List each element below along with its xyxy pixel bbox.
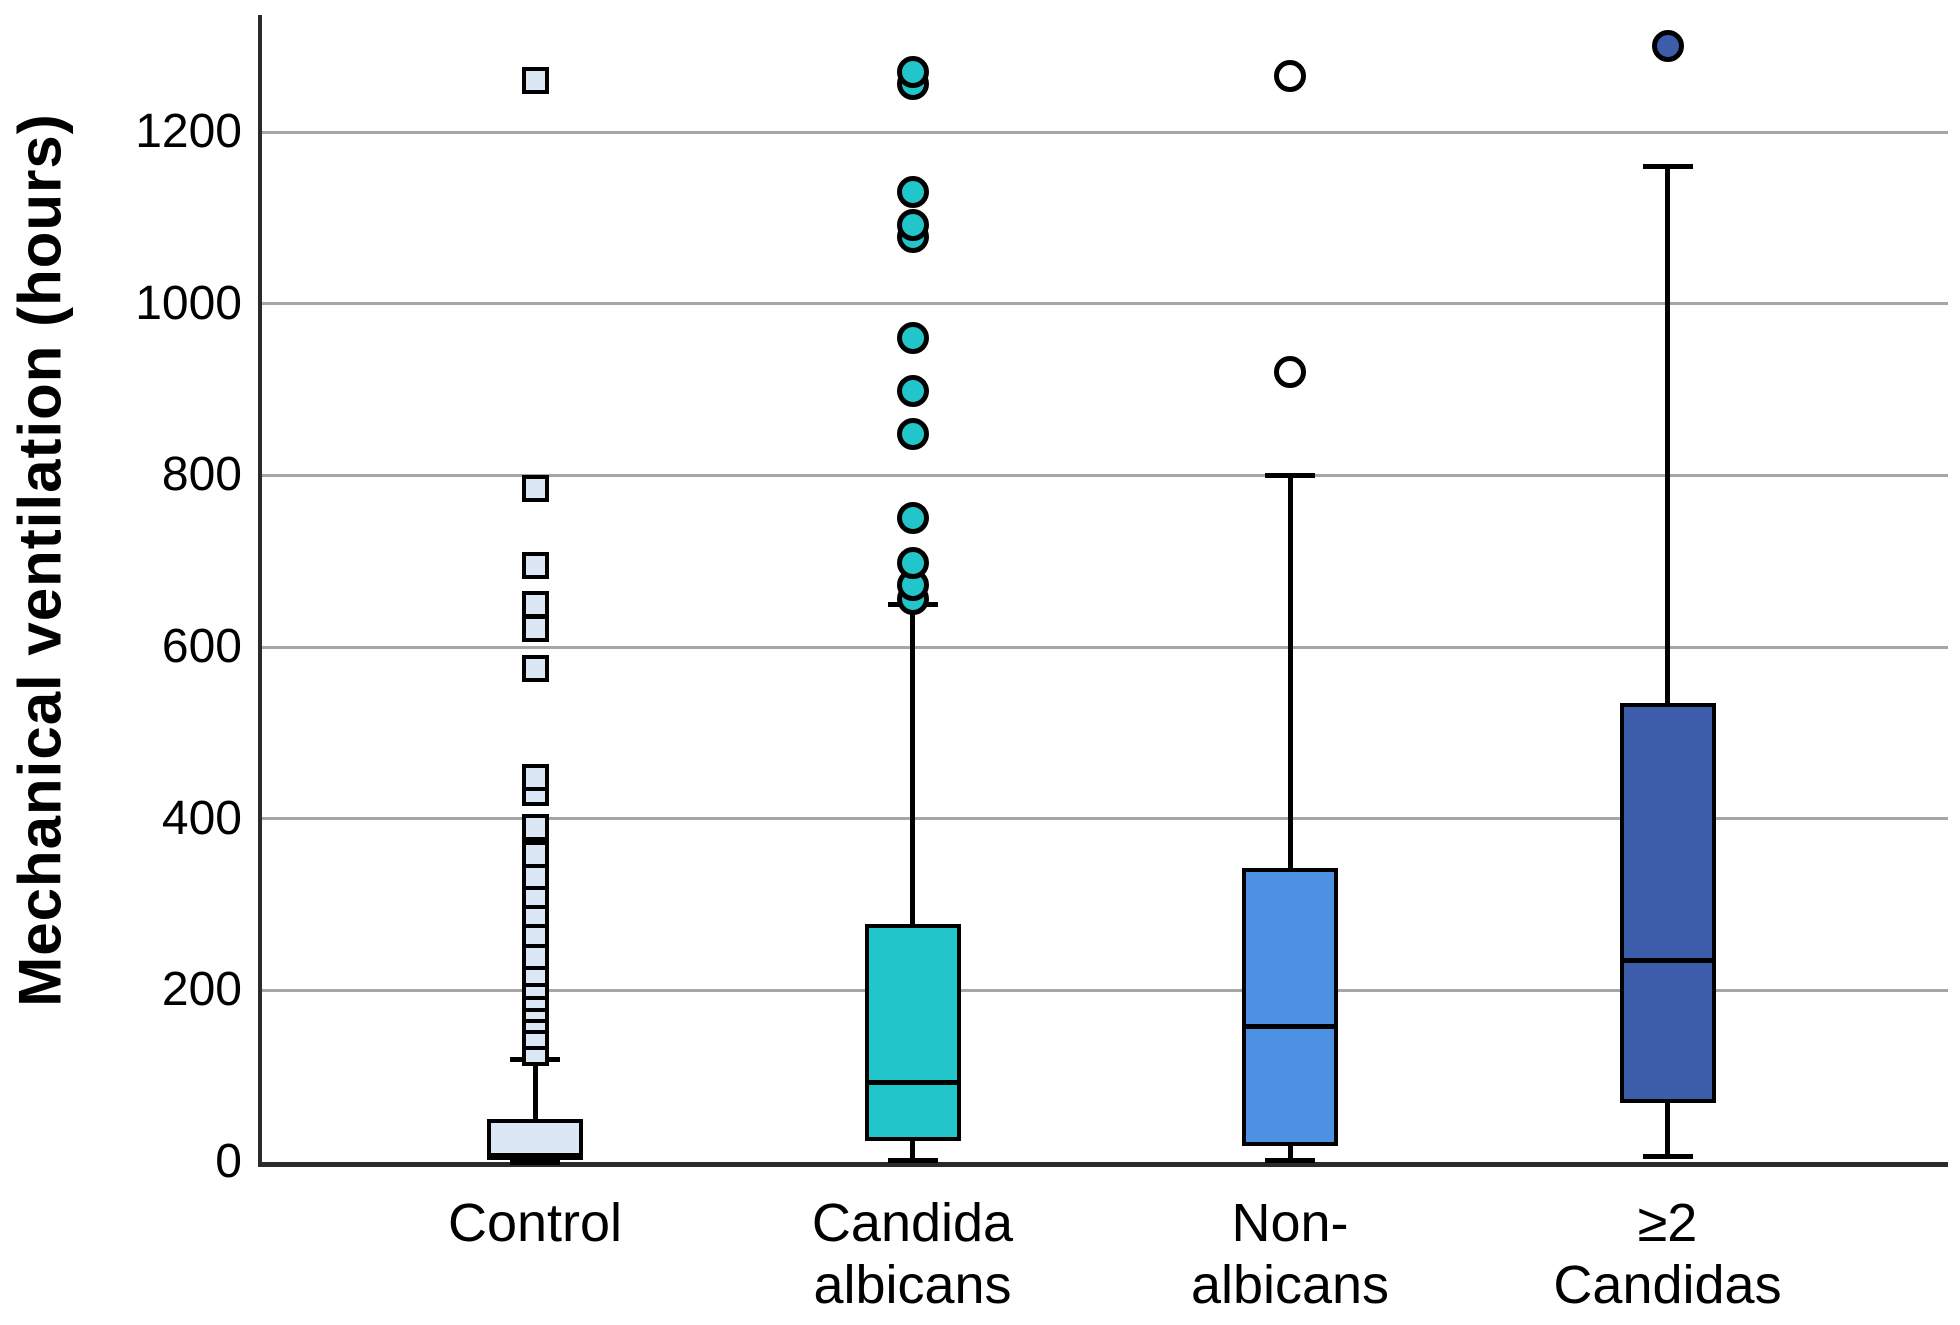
outlier-marker [896,375,929,408]
category-label-4: ≥2 Candidas [1498,1192,1838,1316]
boxplot-whisker-cap-high [1265,472,1315,478]
boxplot-box-4 [1619,702,1716,1103]
boxplot-median [864,1079,961,1085]
boxplot-median [1619,957,1716,963]
boxplot-whisker-cap-low [1265,1157,1315,1163]
category-label-line: Non- [1231,1193,1349,1253]
boxplot-whisker-cap-low [887,1157,938,1163]
category-label-1: Control [365,1192,705,1254]
category-label-line: Candida [811,1193,1014,1253]
category-label-line: ≥2 [1637,1193,1698,1253]
category-label-2: Candida albicans [743,1192,1083,1316]
boxplot-whisker-cap-high [1642,163,1693,169]
gridline-800 [262,473,1948,477]
y-tick-label-600: 600 [161,620,242,673]
boxplot-median [1242,1023,1338,1029]
outlier-marker [521,763,549,791]
boxplot-whisker [1665,166,1670,1157]
outlier-marker [521,614,549,642]
outlier-marker [521,474,549,502]
y-tick-label-1200: 1200 [135,105,242,158]
gridline-1200 [262,130,1948,134]
y-tick-label-200: 200 [161,963,242,1017]
boxplot-whisker [910,604,915,1161]
boxplot-whisker-cap-low [1642,1154,1693,1160]
gridline-200 [262,988,1948,992]
outlier-marker [1274,356,1306,389]
outlier-marker [896,55,929,88]
category-label-line: albicans [1190,1255,1390,1315]
outlier-marker [896,322,929,354]
outlier-marker [896,208,929,241]
outlier-marker [896,546,929,579]
y-tick-label-800: 800 [161,448,242,502]
outlier-marker [896,502,929,535]
y-tick-label-0: 0 [215,1135,242,1188]
outlier-marker [521,67,549,94]
gridline-400 [262,817,1948,821]
outlier-marker [521,841,549,869]
y-tick-label-400: 400 [161,791,242,845]
outlier-marker [1274,60,1306,93]
outlier-marker [896,418,929,451]
boxplot-whisker-cap-low [510,1159,560,1165]
x-axis-line [258,1162,1948,1167]
gridline-600 [262,645,1948,649]
boxplot-whisker [1287,475,1293,1161]
outlier-marker [521,590,549,618]
y-axis-title: Mechanical ventilation (hours) [6,113,74,1007]
category-label-3: Non-albicans [1120,1192,1460,1316]
category-label-line: albicans [813,1255,1012,1315]
outlier-marker [521,654,549,682]
boxplot-whisker [532,1059,538,1162]
category-label-line: Control [447,1193,623,1253]
outlier-marker [521,813,549,841]
outlier-marker [521,551,549,579]
boxplot-box-2 [864,924,961,1142]
boxplot-box-3 [1242,867,1338,1146]
gridline-1000 [262,302,1948,306]
outlier-marker [1651,30,1684,63]
category-label-line: Candidas [1553,1255,1782,1315]
y-tick-label-1000: 1000 [135,276,242,330]
y-axis-line [258,15,262,1167]
outlier-marker [896,176,929,209]
boxplot-median [487,1152,583,1158]
